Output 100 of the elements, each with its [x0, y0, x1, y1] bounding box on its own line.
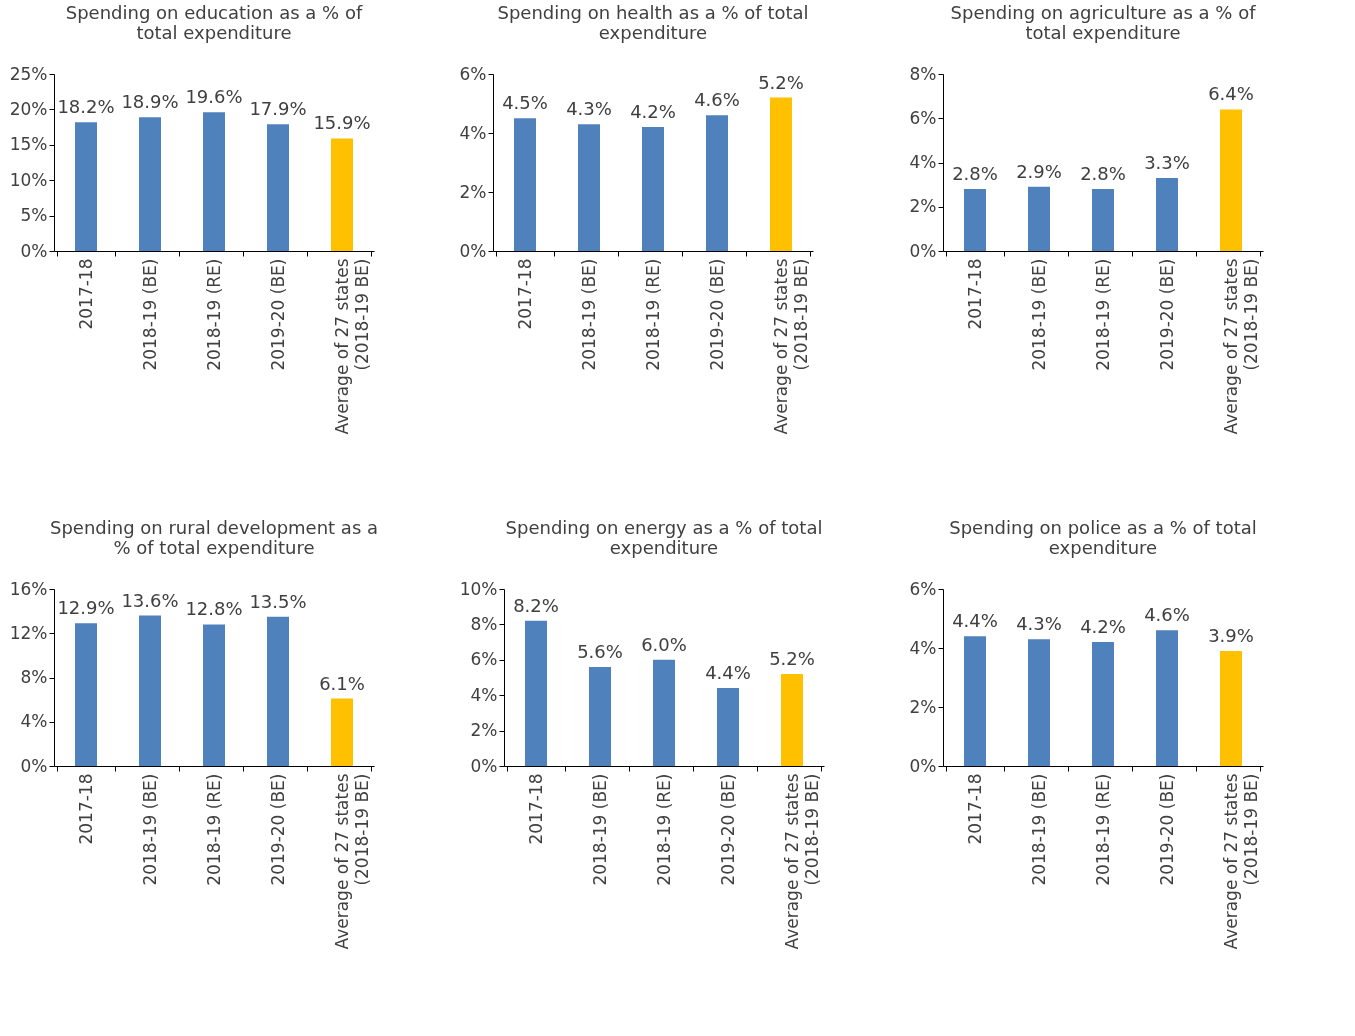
- y-tick-label: 2%: [459, 181, 487, 202]
- data-label: 6.1%: [319, 672, 365, 694]
- data-label: 6.4%: [1208, 83, 1254, 105]
- data-label: 4.5%: [502, 92, 548, 114]
- y-tick-label: 16%: [9, 578, 48, 599]
- y-tick-label: 4%: [20, 711, 48, 732]
- bar: [203, 112, 225, 251]
- x-tick-label: 2018-19 (BE): [589, 773, 610, 886]
- y-tick-label: 4%: [909, 152, 937, 172]
- bar: [1156, 630, 1178, 766]
- x-tick-label: 2019-20 (BE): [1156, 773, 1177, 886]
- y-tick-label: 6%: [459, 63, 487, 84]
- bar: [1220, 109, 1242, 251]
- y-tick-label: 6%: [470, 649, 498, 670]
- y-tick-label: 4%: [459, 122, 487, 143]
- bar: [267, 124, 289, 251]
- y-tick-label: 8%: [470, 613, 498, 634]
- bar: [1028, 639, 1050, 766]
- x-tick-label: 2019-20 (BE): [717, 773, 738, 886]
- data-label: 2.9%: [1016, 160, 1062, 182]
- y-tick-label: 6%: [909, 107, 937, 128]
- bar: [75, 122, 97, 251]
- bar: [1028, 186, 1050, 251]
- chart-title: Spending on health as a % of total expenditure: [497, 2, 809, 43]
- bar: [1156, 177, 1178, 251]
- y-tick-label: 6%: [909, 578, 937, 599]
- x-tick-label: Average of 27 states (2018-19 BE): [331, 773, 372, 950]
- x-tick-label: 2018-19 (RE): [642, 258, 663, 371]
- bar: [139, 615, 161, 766]
- y-tick-label: 10%: [459, 578, 498, 599]
- x-tick-label: 2017-18: [75, 773, 96, 845]
- x-tick-label: 2019-20 (BE): [267, 258, 288, 371]
- y-tick-label: 2%: [909, 696, 937, 717]
- y-tick-label: 10%: [9, 169, 48, 190]
- data-label: 3.9%: [1208, 624, 1254, 646]
- data-label: 15.9%: [313, 112, 371, 134]
- data-label: 12.8%: [185, 598, 243, 620]
- data-label: 5.6%: [577, 640, 623, 662]
- chart-title: Spending on police as a % of total expenditure: [949, 517, 1257, 558]
- data-label: 5.2%: [758, 71, 804, 93]
- data-label: 18.9%: [121, 91, 179, 113]
- y-tick-label: 4%: [470, 684, 498, 705]
- bar: [75, 623, 97, 766]
- x-tick-label: 2019-20 (BE): [1156, 258, 1177, 371]
- data-label: 2.8%: [1080, 163, 1126, 185]
- data-label: 6.0%: [641, 633, 687, 655]
- data-label: 18.2%: [57, 96, 115, 118]
- bar: [139, 117, 161, 251]
- data-label: 8.2%: [513, 594, 559, 616]
- x-tick-label: 2019-20 (BE): [706, 258, 727, 371]
- y-tick-label: 25%: [9, 63, 48, 84]
- y-tick-label: 0%: [909, 240, 937, 261]
- data-label: 4.3%: [1016, 613, 1062, 635]
- x-tick-label: 2017-18: [75, 258, 96, 330]
- data-label: 4.2%: [1080, 616, 1126, 638]
- x-tick-label: Average of 27 states (2018-19 BE): [331, 258, 372, 435]
- x-tick-label: 2018-19 (BE): [1028, 258, 1049, 371]
- data-label: 4.3%: [566, 98, 612, 120]
- data-label: 2.8%: [952, 163, 998, 185]
- x-tick-label: Average of 27 states (2018-19 BE): [1220, 258, 1261, 435]
- x-tick-label: 2017-18: [525, 773, 546, 845]
- x-tick-label: Average of 27 states (2018-19 BE): [781, 773, 822, 950]
- y-tick-label: 0%: [470, 755, 498, 776]
- x-tick-label: 2018-19 (RE): [203, 773, 224, 886]
- data-label: 4.4%: [705, 662, 751, 684]
- data-label: 19.6%: [185, 86, 243, 108]
- bar: [203, 624, 225, 766]
- chart-title: Spending on agriculture as a % of total expenditure: [950, 2, 1257, 43]
- bar: [717, 688, 739, 766]
- y-tick-label: 20%: [9, 98, 48, 119]
- x-tick-label: 2018-19 (BE): [578, 258, 599, 371]
- x-tick-label: 2018-19 (RE): [1092, 258, 1113, 371]
- data-label: 3.3%: [1144, 151, 1190, 173]
- y-tick-label: 8%: [20, 667, 48, 687]
- y-tick-label: 5%: [20, 205, 48, 226]
- x-tick-label: 2019-20 (BE): [267, 773, 288, 886]
- y-tick-label: 2%: [909, 196, 937, 217]
- chart-title: Spending on energy as a % of total expenditure: [505, 517, 823, 558]
- bar: [1092, 189, 1114, 251]
- bar: [267, 616, 289, 766]
- y-tick-label: 8%: [909, 63, 937, 84]
- data-label: 5.2%: [769, 647, 815, 669]
- data-label: 17.9%: [249, 98, 307, 120]
- bar: [964, 636, 986, 766]
- bar: [964, 189, 986, 251]
- y-tick-label: 0%: [459, 240, 487, 261]
- x-tick-label: Average of 27 states (2018-19 BE): [770, 258, 811, 435]
- x-tick-label: 2017-18: [964, 258, 985, 330]
- x-tick-label: 2017-18: [514, 258, 535, 330]
- y-tick-label: 2%: [470, 720, 498, 741]
- data-label: 13.5%: [249, 590, 307, 612]
- x-tick-label: 2018-19 (RE): [203, 258, 224, 371]
- x-tick-label: 2018-19 (BE): [139, 258, 160, 371]
- bar: [1092, 642, 1114, 766]
- bar: [331, 138, 353, 251]
- x-tick-label: 2018-19 (RE): [653, 773, 674, 886]
- bar: [1220, 650, 1242, 766]
- x-tick-label: 2018-19 (BE): [1028, 773, 1049, 886]
- data-label: 4.6%: [1144, 604, 1190, 626]
- x-tick-label: Average of 27 states (2018-19 BE): [1220, 773, 1261, 950]
